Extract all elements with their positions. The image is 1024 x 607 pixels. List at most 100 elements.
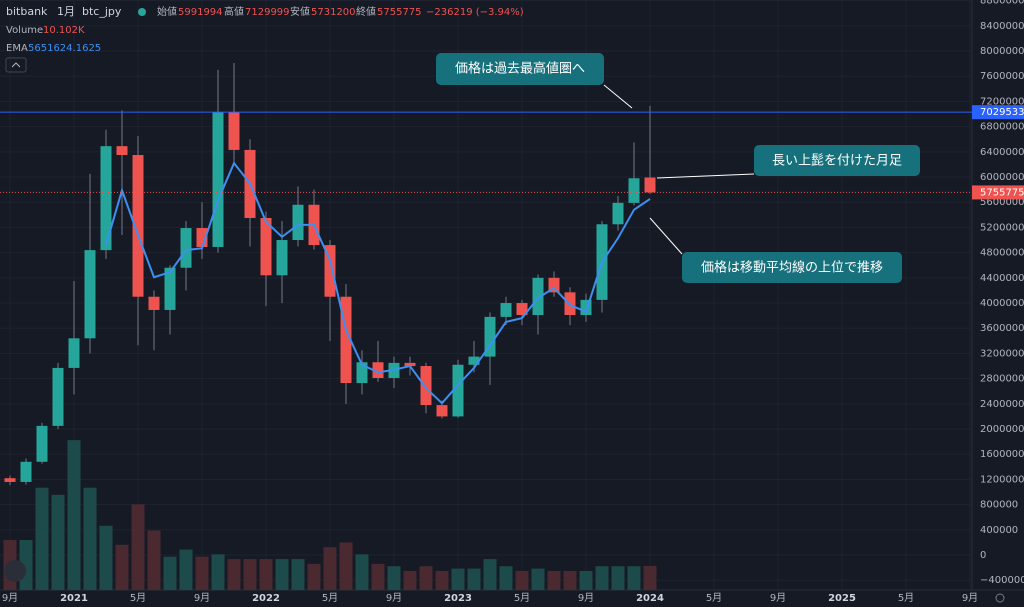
y-tick-label: 3200000	[980, 348, 1024, 359]
volume-bar	[483, 559, 497, 590]
candle-body	[212, 112, 224, 247]
candle-body	[372, 362, 384, 379]
legend: bitbank 1月 btc_jpy 始値 5991994 高値 7129999…	[5, 5, 524, 73]
volume-bar	[531, 568, 545, 590]
candle-body	[324, 245, 336, 297]
volume-name: Volume	[6, 25, 43, 36]
volume-bar	[403, 570, 417, 590]
change: −236219 (−3.94%)	[426, 7, 524, 18]
volume-bar	[579, 570, 593, 590]
volume-bar	[243, 559, 257, 590]
volume-bar	[595, 566, 609, 590]
x-tick-label: 9月	[386, 592, 402, 604]
ema-line	[105, 161, 651, 405]
y-tick-label: 1200000	[980, 474, 1024, 485]
x-tick-label: 5月	[898, 592, 914, 604]
candle-body	[420, 366, 432, 406]
y-tick-label: 2400000	[980, 399, 1024, 410]
x-tick-label: 9月	[194, 592, 210, 604]
ema-name: EMA	[6, 43, 28, 54]
candle-body	[52, 367, 64, 426]
candle-body	[4, 478, 16, 482]
volume-bar	[387, 566, 401, 590]
annotation-box	[682, 252, 902, 283]
volume-bar	[51, 494, 65, 590]
close-label: 終値	[356, 5, 376, 18]
y-tick-label: 5200000	[980, 222, 1024, 233]
y-tick-label: 7600000	[980, 71, 1024, 82]
candle-body	[628, 178, 640, 203]
volume-bar	[371, 563, 385, 590]
x-tick-label: 5月	[130, 592, 146, 604]
low-value: 5731200	[311, 7, 356, 18]
annotation-box	[754, 145, 920, 176]
arrow	[656, 173, 755, 179]
x-tick-label: 5月	[514, 592, 530, 604]
volume-layer	[3, 440, 657, 590]
candle-body	[516, 303, 528, 316]
level-badge	[972, 105, 1024, 120]
y-tick-label: 5600000	[980, 197, 1024, 208]
volume-bar	[291, 559, 305, 590]
arrow	[649, 217, 683, 255]
volume-bar	[355, 554, 369, 590]
status-dot	[138, 8, 146, 16]
y-tick-label: 6000000	[980, 172, 1024, 183]
x-tick-label: 5月	[706, 592, 722, 604]
annotation: 価格は過去最高値圏へ	[455, 61, 585, 77]
candle-body	[468, 356, 480, 365]
volume-bar	[83, 487, 97, 590]
settings-icon[interactable]	[995, 593, 1005, 603]
x-tick-label: 9月	[578, 592, 594, 604]
x-tick-label: 2022	[252, 593, 280, 604]
open-label: 始値	[157, 5, 177, 18]
y-tick-label: 4800000	[980, 248, 1024, 259]
volume-bar	[467, 568, 481, 590]
high-label: 高値	[224, 5, 244, 18]
volume-bar	[451, 568, 465, 590]
candle-body	[500, 303, 512, 317]
annotation: 価格は移動平均線の上位で推移	[701, 260, 883, 276]
candle-body	[260, 217, 272, 276]
x-tick-label: 5月	[322, 592, 338, 604]
candle-body	[100, 146, 112, 251]
price-value: 5755775	[980, 187, 1024, 198]
y-tick-label: 400000	[980, 525, 1018, 536]
x-tick-label: 2025	[828, 593, 856, 604]
volume-bar	[99, 525, 113, 590]
symbol: btc_jpy	[82, 5, 122, 18]
collapse-button[interactable]	[5, 57, 27, 73]
candle-body	[20, 461, 32, 482]
volume-bar	[339, 542, 353, 590]
y-tick-label: 7200000	[980, 96, 1024, 107]
volume-bar	[515, 570, 529, 590]
x-tick-label: 9月	[2, 592, 18, 604]
annotations: 価格は過去最高値圏へ 長い上髭を付けた月足 価格は移動平均線の上位で推移	[436, 53, 920, 283]
high-value: 7129999	[245, 7, 290, 18]
volume-bar	[627, 566, 641, 590]
annotation-box	[436, 53, 604, 85]
open-value: 5991994	[178, 7, 223, 18]
y-tick-label: 0	[980, 550, 986, 561]
y-tick-label: 8000000	[980, 46, 1024, 57]
candle-body	[580, 299, 592, 316]
candle-body	[148, 296, 160, 310]
ema-value: 5651624.1625	[28, 43, 101, 54]
candle-body	[340, 296, 352, 384]
candle-body	[356, 362, 368, 384]
low-label: 安値	[290, 5, 310, 18]
volume-bar	[227, 559, 241, 590]
volume-bar	[275, 559, 289, 590]
candle-body	[68, 338, 80, 368]
candle-body	[452, 364, 464, 417]
candle-body	[436, 405, 448, 417]
candle-body	[484, 316, 496, 357]
interval: 1月	[57, 5, 75, 18]
candle-body	[292, 204, 304, 241]
y-tick-label: −400000	[980, 575, 1024, 586]
candle-body	[36, 425, 48, 462]
volume-bar	[179, 549, 193, 590]
logo	[4, 560, 26, 582]
